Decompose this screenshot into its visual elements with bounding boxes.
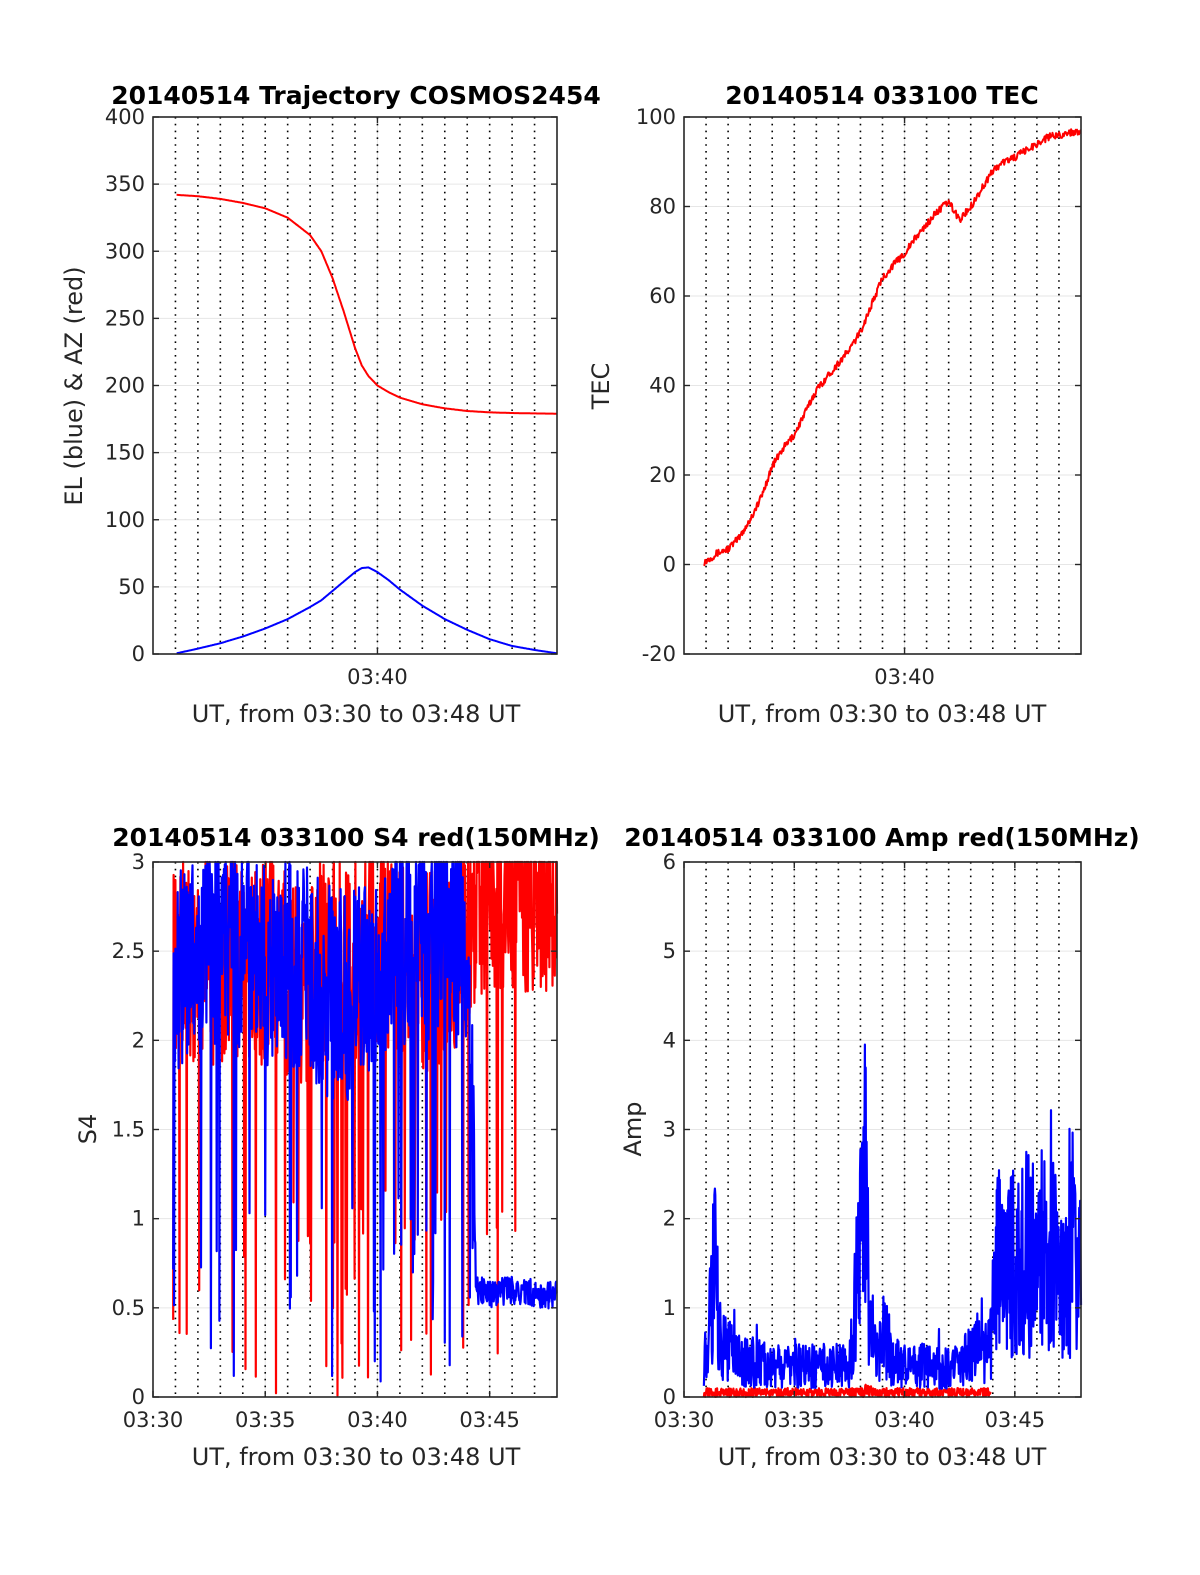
s4-ytick-label: 0.5 <box>112 1296 145 1320</box>
trajectory-ytick-label: 250 <box>105 306 145 330</box>
amp-ytick-label: 1 <box>663 1296 676 1320</box>
trajectory-ytick-label: 100 <box>105 508 145 532</box>
tec-ylabel: TEC <box>587 363 615 411</box>
amp-xtick-label: 03:30 <box>654 1408 715 1432</box>
trajectory-ytick-label: 300 <box>105 239 145 263</box>
s4-xtick-label: 03:30 <box>123 1408 184 1432</box>
s4-xtick-label: 03:35 <box>235 1408 296 1432</box>
trajectory-ytick-label: 50 <box>118 575 145 599</box>
tec-xlabel: UT, from 03:30 to 03:48 UT <box>718 700 1047 728</box>
s4-ytick-label: 1 <box>132 1207 145 1231</box>
tec-ytick-label: 80 <box>649 195 676 219</box>
s4-axes: UT, from 03:30 to 03:48 UT S4 0 0.5 1 1.5 2 2… <box>74 823 600 1471</box>
amp-axes: UT, from 03:30 to 03:48 UT Amp 0 1 2 3 4 5 6 03… <box>619 823 1140 1471</box>
trajectory-xlabel: UT, from 03:30 to 03:48 UT <box>192 700 521 728</box>
tec-ytick-label: 20 <box>649 463 676 487</box>
tec-xtick-label: 03:40 <box>874 665 935 689</box>
s4-ytick-label: 2 <box>132 1028 145 1052</box>
trajectory-ytick-label: 350 <box>105 172 145 196</box>
tec-series-red-line <box>703 128 1082 567</box>
tec-ytick-label: 60 <box>649 284 676 308</box>
s4-xlabel: UT, from 03:30 to 03:48 UT <box>192 1443 521 1471</box>
s4-ytick-label: 3 <box>132 850 145 874</box>
s4-ytick-label: 0 <box>132 1385 145 1409</box>
tec-ytick-label: 0 <box>663 553 676 577</box>
tec-title: 20140514 033100 TEC <box>725 81 1038 110</box>
amp-ytick-label: 5 <box>663 939 676 963</box>
tec-axes: UT, from 03:30 to 03:48 UT TEC -20 0 20 40 6… <box>587 81 1082 728</box>
amp-series-red-line <box>702 1383 992 1399</box>
trajectory-ytick-label: 150 <box>105 441 145 465</box>
amp-series-blue-line <box>702 1043 1083 1390</box>
amp-title: 20140514 033100 Amp red(150MHz) <box>624 823 1140 852</box>
amp-ytick-label: 4 <box>663 1028 676 1052</box>
trajectory-ytick-label: 0 <box>132 642 145 666</box>
amp-xlabel: UT, from 03:30 to 03:48 UT <box>718 1443 1047 1471</box>
trajectory-ytick-label: 400 <box>105 105 145 129</box>
tec-ytick-label: -20 <box>642 642 676 666</box>
trajectory-xtick-label: 03:40 <box>347 665 408 689</box>
s4-ylabel: S4 <box>74 1114 102 1145</box>
trajectory-title: 20140514 Trajectory COSMOS2454 <box>111 81 601 110</box>
s4-ytick-label: 1.5 <box>112 1118 145 1142</box>
trajectory-series-red-line <box>176 193 558 415</box>
amp-ytick-label: 2 <box>663 1207 676 1231</box>
s4-series-blue-line <box>172 860 558 1383</box>
s4-ytick-label: 2.5 <box>112 939 145 963</box>
amp-xtick-label: 03:35 <box>764 1408 825 1432</box>
tec-ytick-label: 100 <box>636 105 676 129</box>
amp-xtick-label: 03:45 <box>985 1408 1046 1432</box>
amp-ytick-label: 6 <box>663 850 676 874</box>
trajectory-axes: UT, from 03:30 to 03:48 UT EL (blue) & A… <box>60 81 601 728</box>
amp-ytick-label: 3 <box>663 1118 676 1142</box>
s4-xtick-label: 03:40 <box>347 1408 408 1432</box>
amp-ylabel: Amp <box>619 1101 647 1156</box>
s4-title: 20140514 033100 S4 red(150MHz) <box>112 823 600 852</box>
s4-xtick-label: 03:45 <box>459 1408 520 1432</box>
amp-xtick-label: 03:40 <box>874 1408 935 1432</box>
tec-ytick-label: 40 <box>649 374 676 398</box>
trajectory-ytick-label: 200 <box>105 374 145 398</box>
trajectory-series-blue-line <box>176 566 558 655</box>
amp-ytick-label: 0 <box>663 1385 676 1409</box>
trajectory-ylabel: EL (blue) & AZ (red) <box>60 266 88 505</box>
